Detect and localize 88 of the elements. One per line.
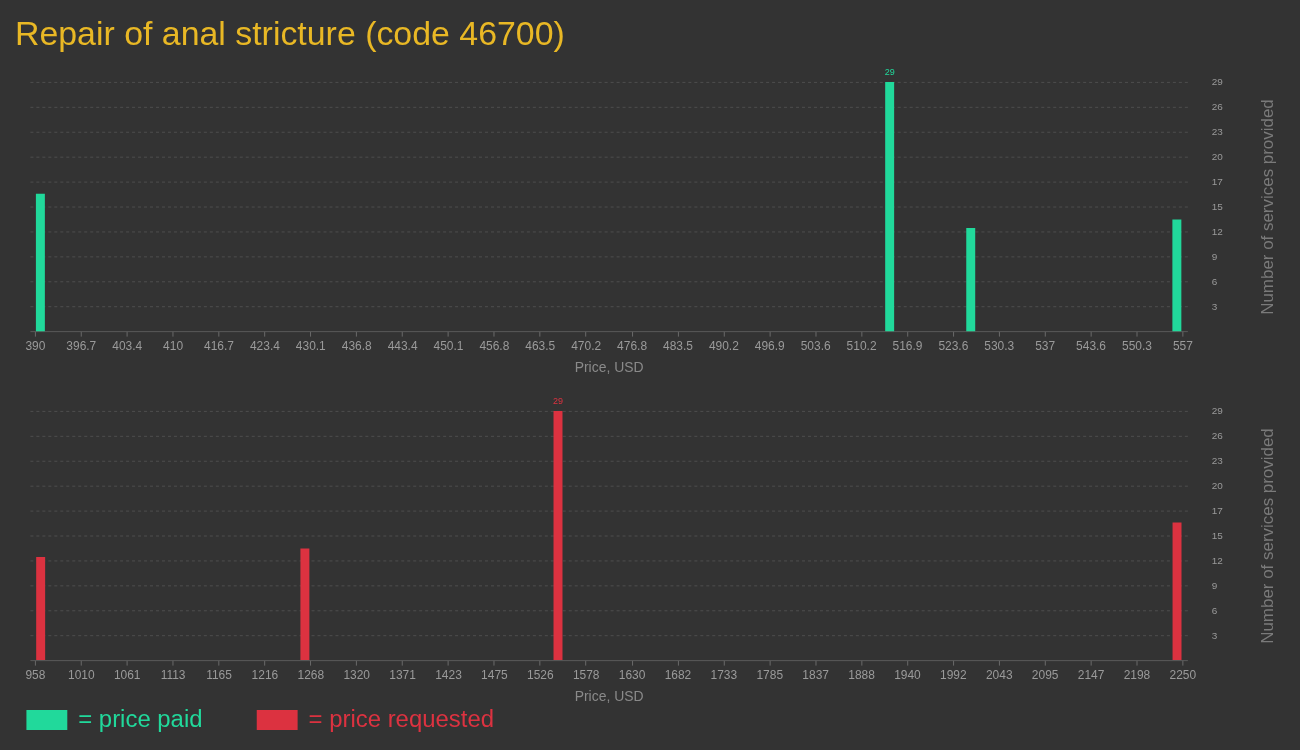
x-tick-label: 1733 xyxy=(710,667,738,682)
x-tick-label: 450.1 xyxy=(433,338,464,353)
x-tick-label: 537 xyxy=(1035,338,1056,353)
x-tick-label: 530.3 xyxy=(984,338,1015,353)
x-tick-label: 496.9 xyxy=(754,338,786,353)
legend-label: = price paid xyxy=(78,704,203,732)
x-tick-label: 1888 xyxy=(848,667,876,682)
x-tick-label: 2147 xyxy=(1077,667,1105,682)
bar xyxy=(1172,219,1182,332)
x-tick-label: 463.5 xyxy=(525,338,556,353)
data-label: 29 xyxy=(553,395,563,406)
x-tick-label: 430.1 xyxy=(295,338,327,353)
x-axis-title: Price, USD xyxy=(574,687,644,704)
x-tick-label: 436.8 xyxy=(341,338,372,353)
y-tick-label: 20 xyxy=(1211,480,1224,492)
y-tick-label: 26 xyxy=(1211,430,1224,442)
x-tick-label: 958 xyxy=(25,667,46,682)
bar xyxy=(300,548,310,661)
y-tick-label: 12 xyxy=(1211,554,1224,566)
bar xyxy=(1172,522,1182,661)
y-tick-label: 3 xyxy=(1211,300,1218,312)
y-tick-label: 17 xyxy=(1211,176,1224,188)
x-tick-label: 416.7 xyxy=(204,338,235,353)
y-tick-label: 3 xyxy=(1211,629,1218,641)
x-tick-label: 1785 xyxy=(756,667,784,682)
x-tick-label: 1526 xyxy=(526,667,554,682)
x-tick-label: 1940 xyxy=(894,667,922,682)
chart-title: Repair of anal stricture (code 46700) xyxy=(14,14,565,53)
y-tick-label: 29 xyxy=(1211,405,1224,417)
x-tick-label: 1010 xyxy=(67,667,95,682)
y-tick-label: 23 xyxy=(1211,126,1224,138)
y-tick-label: 15 xyxy=(1211,201,1224,213)
x-tick-label: 510.2 xyxy=(846,338,877,353)
x-tick-label: 1578 xyxy=(572,667,600,682)
x-tick-label: 557 xyxy=(1172,338,1194,353)
y-tick-label: 9 xyxy=(1211,579,1218,591)
x-tick-label: 1320 xyxy=(343,667,371,682)
x-tick-label: 2198 xyxy=(1123,667,1151,682)
x-tick-label: 1268 xyxy=(297,667,325,682)
x-tick-label: 1992 xyxy=(940,667,968,682)
x-tick-label: 396.7 xyxy=(66,338,97,353)
y-axis-title: Number of services provided xyxy=(1257,99,1277,315)
y-tick-label: 29 xyxy=(1211,76,1224,88)
x-tick-label: 543.6 xyxy=(1076,338,1107,353)
x-tick-label: 503.6 xyxy=(800,338,831,353)
y-tick-label: 15 xyxy=(1211,530,1224,541)
y-tick-label: 6 xyxy=(1211,275,1218,287)
x-tick-label: 1630 xyxy=(618,667,646,682)
x-tick-label: 1165 xyxy=(206,667,233,682)
x-tick-label: 456.8 xyxy=(479,338,510,353)
legend-label: = price requested xyxy=(308,704,494,732)
x-tick-label: 2095 xyxy=(1031,667,1059,682)
y-tick-label: 9 xyxy=(1211,250,1218,262)
x-tick-label: 483.5 xyxy=(663,338,694,353)
x-tick-label: 423.4 xyxy=(249,338,281,353)
y-tick-label: 12 xyxy=(1211,225,1224,237)
y-tick-label: 26 xyxy=(1211,101,1224,113)
x-tick-label: 470.2 xyxy=(571,338,602,353)
x-tick-label: 490.2 xyxy=(708,338,740,353)
x-tick-label: 443.4 xyxy=(387,338,418,353)
bar xyxy=(966,228,976,332)
y-tick-label: 17 xyxy=(1211,505,1224,517)
y-axis-title: Number of services provided xyxy=(1257,428,1277,644)
x-tick-label: 410 xyxy=(163,338,184,353)
x-tick-label: 1061 xyxy=(113,667,141,682)
y-tick-label: 6 xyxy=(1211,604,1218,616)
x-tick-label: 2043 xyxy=(985,667,1013,682)
x-tick-label: 550.3 xyxy=(1122,338,1153,353)
x-tick-label: 1837 xyxy=(802,667,830,682)
x-tick-label: 403.4 xyxy=(112,338,143,353)
bar xyxy=(35,193,45,332)
x-tick-label: 523.6 xyxy=(938,338,969,353)
data-label: 29 xyxy=(884,66,895,77)
y-tick-label: 23 xyxy=(1211,455,1224,467)
x-axis-title: Price, USD xyxy=(574,358,644,375)
x-tick-label: 1113 xyxy=(160,667,186,682)
x-tick-label: 1216 xyxy=(251,667,279,682)
x-tick-label: 390 xyxy=(25,338,46,353)
bar xyxy=(36,556,46,661)
x-tick-label: 516.9 xyxy=(892,338,923,353)
x-tick-label: 1423 xyxy=(435,667,463,682)
y-tick-label: 20 xyxy=(1211,151,1224,163)
x-tick-label: 476.8 xyxy=(617,338,648,353)
x-tick-label: 1682 xyxy=(664,667,692,682)
x-tick-label: 1475 xyxy=(481,667,509,682)
bar xyxy=(885,81,895,332)
x-tick-label: 2250 xyxy=(1169,667,1197,682)
x-tick-label: 1371 xyxy=(389,667,417,682)
